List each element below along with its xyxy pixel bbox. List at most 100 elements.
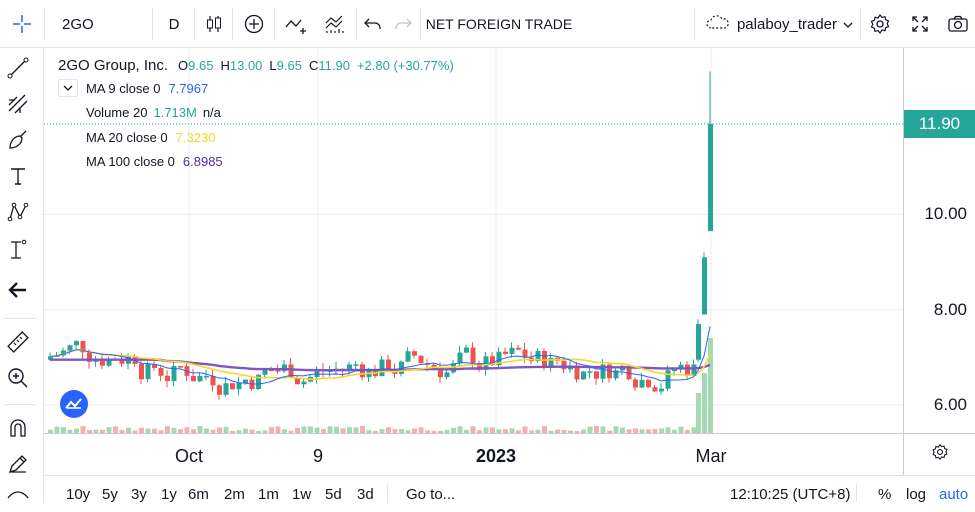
lock-drawing-icon[interactable] [4,450,32,478]
chart-pane[interactable] [44,48,903,433]
ma9-value: 7.7967 [168,80,209,96]
volume-bar [477,430,482,433]
magnet-icon[interactable] [4,414,32,442]
range-1m-button[interactable]: 1m [258,486,279,503]
volume-bar [93,429,99,433]
candle-body [210,375,216,386]
legend-ma100[interactable]: MA 100 close 0 6.8985 [86,151,223,171]
symbol-search-button[interactable]: 2GO [48,0,148,48]
symbol-full-name: 2GO Group, Inc. [58,56,169,74]
auto-scale-button[interactable]: auto [939,486,969,503]
range-1w-button[interactable]: 1w [292,486,312,503]
volume-bar [145,428,151,433]
pattern-icon[interactable] [4,198,32,226]
volume-bar [113,426,118,433]
candle-body [431,364,437,368]
range-10y-button[interactable]: 10y [66,486,91,503]
percent-scale-button[interactable]: % [878,486,892,503]
indicators-icon[interactable] [318,0,354,48]
candles-icon[interactable] [196,0,232,48]
time-tick: Mar [695,446,727,466]
volume-bar [548,430,554,433]
interval-label: D [168,15,180,33]
collapse-chevron-icon[interactable] [58,79,78,97]
clock[interactable]: 12:10:25 (UTC+8) [730,486,851,503]
candle-body [386,359,391,371]
brush-icon[interactable] [4,126,32,154]
axis-settings-button[interactable] [903,433,975,475]
volume-bar [702,373,707,433]
ma9-label: MA 9 close 0 [86,80,161,96]
fullscreen-icon[interactable] [902,0,938,48]
candle-body [581,371,586,380]
arrow-left-icon[interactable] [4,276,32,304]
price-axis[interactable]: 10.00 8.00 6.00 [903,48,975,433]
ruler-icon[interactable] [4,328,32,356]
price-range-icon[interactable] [4,236,32,264]
candle-body [301,381,307,385]
camera-icon[interactable] [940,0,975,48]
candle-body [67,345,73,351]
gear-icon[interactable] [862,0,898,48]
indicator-template-button[interactable]: NET FOREIGN TRADE [424,0,574,48]
volume-bar [314,427,320,433]
volume-bar [444,429,450,433]
volume-bar [295,427,300,433]
ma-lines [49,326,711,385]
candle-body [405,351,411,362]
add-indicator-icon[interactable] [236,0,272,48]
candle-body [659,388,664,392]
text-icon[interactable] [4,162,32,190]
zoom-in-icon[interactable] [4,364,32,392]
candle-body [509,347,515,354]
candle-body [438,367,443,378]
range-2m-button[interactable]: 2m [224,486,245,503]
range-5y-button[interactable]: 5y [102,486,118,503]
layout-user-button[interactable]: palaboy_trader [700,0,858,48]
time-axis[interactable]: Oct 9 2023 Mar [44,433,903,475]
fib-retracement-icon[interactable] [4,90,32,118]
legend-volume[interactable]: Volume 20 1.713M n/a [86,102,221,122]
goto-button[interactable]: Go to... [406,486,456,503]
candle-body [379,359,385,377]
volume-bar [321,428,326,433]
range-5d-button[interactable]: 5d [325,486,342,503]
candle-body [496,351,502,366]
candle-body [243,379,248,383]
candle-body [106,358,112,366]
range-6m-button[interactable]: 6m [188,486,209,503]
candle-body [236,382,242,390]
range-1y-button[interactable]: 1y [161,486,177,503]
eye-icon[interactable] [4,484,32,512]
interval-button[interactable]: D [156,0,192,48]
candlestick-chart[interactable] [44,48,903,433]
volume-bar [620,427,625,433]
log-scale-button[interactable]: log [906,486,927,503]
range-3y-button[interactable]: 3y [131,486,147,503]
volume-bar [262,430,268,433]
volume-bar [165,426,170,433]
candle-body [652,387,658,392]
close-label: C [308,57,319,73]
legend-ma9[interactable]: MA 9 close 0 7.7967 [58,78,208,98]
volume-bar [67,429,73,433]
candle-body [347,364,352,371]
crosshair-icon[interactable] [0,0,44,48]
candle-body [171,366,177,382]
trend-line-icon[interactable] [4,54,32,82]
range-3d-button[interactable]: 3d [357,486,374,503]
candle-body [412,351,417,356]
volume-bar [431,430,437,433]
candle-body [665,370,671,389]
compare-icon[interactable] [278,0,314,48]
time-tick: Oct [174,446,204,466]
candle-body [217,385,222,395]
redo-icon[interactable] [388,0,418,48]
volume-bar [451,427,456,433]
undo-icon[interactable] [358,0,388,48]
bottom-bar: 10y 5y 3y 1y 6m 2m 1m 1w 5d 3d Go to... … [44,478,975,503]
legend-ma20[interactable]: MA 20 close 0 7.3230 [86,127,215,147]
candle-body [399,361,404,374]
candle-body [353,364,359,366]
candle-body [574,365,580,380]
